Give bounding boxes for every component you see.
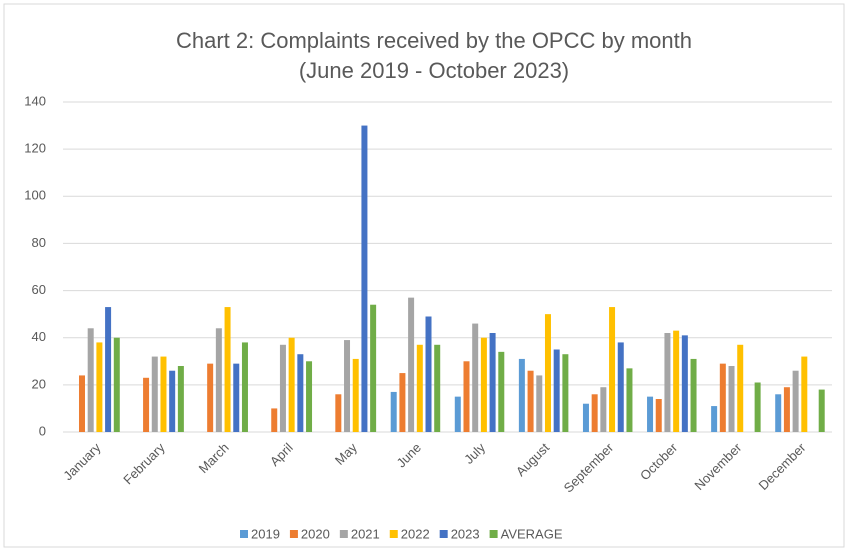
bar xyxy=(297,354,304,432)
bar xyxy=(215,328,222,432)
bar xyxy=(480,337,487,432)
bar xyxy=(489,333,496,432)
bar xyxy=(711,406,718,432)
legend-swatch xyxy=(240,530,248,538)
legend-swatch xyxy=(439,530,448,538)
legend-label: 2021 xyxy=(351,526,380,541)
bar xyxy=(288,337,295,432)
bar xyxy=(544,314,551,432)
bar xyxy=(408,297,415,432)
bar xyxy=(224,307,231,432)
bar xyxy=(775,394,782,432)
legend-swatch xyxy=(489,530,498,538)
chart-border xyxy=(3,3,845,548)
y-tick-label: 140 xyxy=(24,93,46,108)
bar xyxy=(801,356,808,432)
bar xyxy=(463,361,470,432)
bar xyxy=(425,316,432,432)
bar xyxy=(783,387,790,432)
bar xyxy=(169,370,176,432)
bar xyxy=(664,333,671,432)
bar xyxy=(113,337,120,432)
bar xyxy=(390,391,397,432)
bar xyxy=(416,344,423,432)
bar xyxy=(370,304,377,432)
bar xyxy=(553,349,560,432)
bar xyxy=(434,344,441,432)
y-tick-label: 40 xyxy=(32,329,46,344)
bar xyxy=(472,323,479,432)
bar xyxy=(78,375,85,432)
bar xyxy=(335,394,342,432)
bar xyxy=(177,366,184,432)
bar xyxy=(151,356,158,432)
bar xyxy=(591,394,598,432)
bar xyxy=(399,373,406,432)
y-tick-label: 100 xyxy=(24,188,46,203)
bar xyxy=(600,387,607,432)
legend-label: 2023 xyxy=(451,526,480,541)
legend-label: 2022 xyxy=(401,526,430,541)
legend-swatch xyxy=(289,530,298,538)
bar xyxy=(582,403,589,432)
bar xyxy=(754,382,761,432)
bar xyxy=(241,342,248,432)
bar xyxy=(536,375,543,432)
chart-title: Chart 2: Complaints received by the OPCC… xyxy=(176,28,692,53)
bar xyxy=(737,344,744,432)
bar xyxy=(681,335,688,432)
bar xyxy=(279,344,286,432)
bar xyxy=(609,307,616,432)
bar xyxy=(690,358,697,432)
legend-label: 2019 xyxy=(251,526,280,541)
bar xyxy=(352,358,359,432)
bar xyxy=(818,389,825,432)
bar xyxy=(96,342,103,432)
legend-label: AVERAGE xyxy=(501,526,563,541)
bar xyxy=(792,370,799,432)
bar xyxy=(87,328,94,432)
bar xyxy=(454,396,461,432)
bar xyxy=(518,358,525,432)
bar xyxy=(527,370,534,432)
bar xyxy=(626,368,633,432)
legend-swatch xyxy=(339,530,348,538)
y-tick-label: 0 xyxy=(39,423,46,438)
bar xyxy=(719,363,726,432)
bar xyxy=(617,342,624,432)
bar xyxy=(233,363,240,432)
bar xyxy=(647,396,654,432)
bar xyxy=(344,340,351,432)
bar xyxy=(655,399,662,432)
bar xyxy=(361,125,368,433)
bar xyxy=(728,366,735,432)
bar xyxy=(160,356,167,432)
bar xyxy=(306,361,313,432)
bar xyxy=(562,354,569,432)
bar xyxy=(207,363,214,432)
bar xyxy=(105,307,112,432)
bar xyxy=(271,408,278,432)
bar xyxy=(498,351,505,432)
bar xyxy=(143,377,150,432)
y-tick-label: 120 xyxy=(24,141,46,156)
y-tick-label: 80 xyxy=(32,235,46,250)
legend-label: 2020 xyxy=(301,526,330,541)
y-tick-label: 60 xyxy=(32,282,46,297)
bar xyxy=(673,330,680,432)
legend-swatch xyxy=(389,530,398,538)
y-tick-label: 20 xyxy=(32,376,46,391)
chart-subtitle: (June 2019 - October 2023) xyxy=(299,58,569,83)
